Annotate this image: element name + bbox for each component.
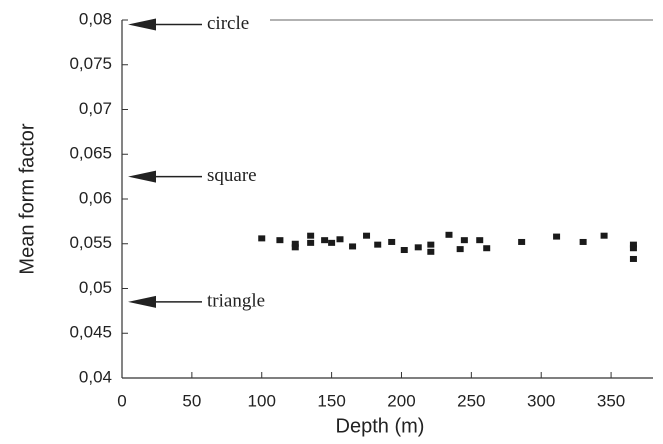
x-axis-label: Depth (m) <box>336 415 425 437</box>
x-tick-label: 150 <box>317 391 345 410</box>
point <box>579 238 587 245</box>
annotation: circle <box>207 13 249 34</box>
point <box>629 255 637 262</box>
annotation-arrowhead <box>128 170 156 183</box>
point <box>483 245 491 252</box>
y-tick-label: 0,045 <box>69 323 112 342</box>
x-tick-label: 0 <box>117 391 126 410</box>
x-tick-label: 350 <box>597 391 625 410</box>
y-tick-label: 0,065 <box>69 144 112 163</box>
annotation: triangle <box>207 290 265 311</box>
y-tick-label: 0,04 <box>79 367 112 386</box>
point <box>553 233 561 240</box>
point <box>363 232 371 239</box>
point <box>629 245 637 252</box>
y-axis-label: Mean form factor <box>16 123 38 275</box>
point <box>460 237 468 244</box>
point <box>258 235 266 242</box>
y-tick-label: 0,08 <box>79 9 112 28</box>
point <box>336 236 344 243</box>
point <box>307 232 315 239</box>
point <box>291 240 299 247</box>
point <box>456 246 464 253</box>
y-tick-label: 0,06 <box>79 188 112 207</box>
y-tick-label: 0,05 <box>79 278 112 297</box>
x-tick-label: 200 <box>387 391 415 410</box>
point <box>388 238 396 245</box>
y-tick-label: 0,07 <box>79 99 112 118</box>
point <box>476 237 484 244</box>
annotation-arrowhead <box>128 18 156 31</box>
point <box>427 248 435 255</box>
annotation-arrowhead <box>128 295 156 308</box>
point <box>307 239 315 246</box>
point <box>321 237 329 244</box>
point <box>291 244 299 251</box>
point <box>445 231 453 238</box>
point <box>400 247 408 254</box>
point <box>427 241 435 248</box>
point <box>349 243 357 250</box>
point <box>518 238 526 245</box>
point <box>600 232 608 239</box>
x-tick-label: 50 <box>182 391 201 410</box>
point <box>328 239 336 246</box>
point <box>414 244 422 251</box>
point <box>276 237 284 244</box>
y-tick-label: 0,075 <box>69 54 112 73</box>
x-tick-label: 300 <box>527 391 555 410</box>
x-tick-label: 100 <box>248 391 276 410</box>
y-tick-label: 0,055 <box>69 233 112 252</box>
point <box>629 241 637 248</box>
annotation: square <box>207 165 257 186</box>
x-tick-label: 250 <box>457 391 485 410</box>
point <box>374 241 382 248</box>
